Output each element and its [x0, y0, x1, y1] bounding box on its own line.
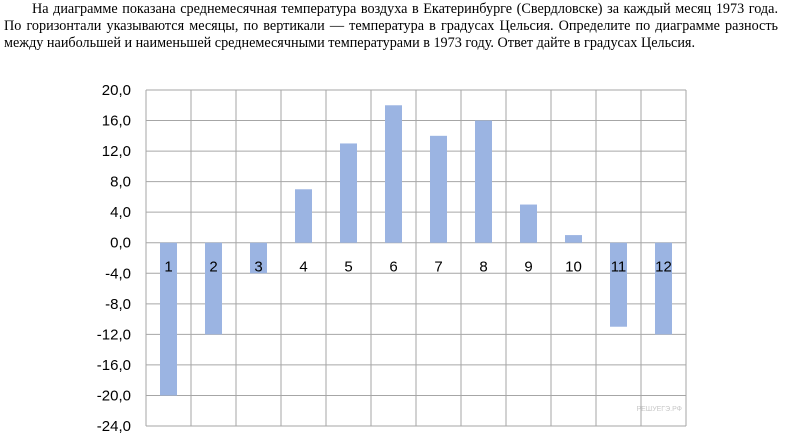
- y-tick-label: -20,0: [97, 387, 131, 404]
- watermark: РЕШУЕГЭ.РФ: [636, 406, 682, 413]
- bar-month-6: [385, 105, 402, 243]
- x-tick-label-month-7: 7: [434, 259, 442, 276]
- y-tick-label: -24,0: [97, 418, 131, 435]
- bar-month-7: [430, 135, 447, 243]
- x-tick-label-month-10: 10: [565, 259, 582, 276]
- y-tick-label: -16,0: [97, 357, 131, 374]
- chart-bars: [160, 105, 672, 396]
- x-tick-label-month-12: 12: [655, 259, 672, 276]
- bar-month-9: [520, 204, 537, 243]
- x-tick-label-month-5: 5: [344, 259, 352, 276]
- x-tick-label-month-6: 6: [389, 259, 397, 276]
- x-tick-label-month-4: 4: [299, 259, 307, 276]
- bar-month-5: [340, 143, 357, 243]
- y-tick-label: -4,0: [105, 265, 131, 282]
- x-tick-label-month-11: 11: [611, 259, 627, 276]
- bar-month-11: [610, 242, 627, 327]
- bar-month-10: [565, 235, 582, 243]
- bar-month-2: [205, 242, 222, 335]
- problem-statement: На диаграмме показана среднемесячная тем…: [4, 1, 778, 51]
- y-tick-label: 16,0: [102, 113, 131, 130]
- y-tick-label: 4,0: [110, 204, 131, 221]
- x-tick-label-month-9: 9: [524, 259, 532, 276]
- x-axis-tick-labels: 1 2 3 4 5 6 7 8 9 10 11 12: [164, 259, 672, 276]
- x-tick-label-month-3: 3: [254, 259, 262, 276]
- bar-month-12: [655, 242, 672, 335]
- chart-gridlines: [145, 89, 687, 427]
- y-tick-label: 0,0: [110, 235, 131, 252]
- y-tick-label: 12,0: [102, 143, 131, 160]
- y-axis-tick-labels: 20,0 16,0 12,0 8,0 4,0 0,0 -4,0 -8,0 -12,0 -16,0 -…: [97, 82, 131, 435]
- bar-month-8: [475, 120, 492, 243]
- y-tick-label: -12,0: [97, 326, 131, 343]
- x-tick-label-month-8: 8: [479, 259, 487, 276]
- bar-month-3: [250, 242, 267, 274]
- bar-month-1: [160, 242, 177, 396]
- bar-month-4: [295, 189, 312, 243]
- x-tick-label-month-2: 2: [209, 259, 217, 276]
- x-tick-label-month-1: 1: [164, 259, 172, 276]
- y-tick-label: 20,0: [102, 82, 131, 99]
- y-tick-label: 8,0: [110, 174, 131, 191]
- y-tick-label: -8,0: [105, 296, 131, 313]
